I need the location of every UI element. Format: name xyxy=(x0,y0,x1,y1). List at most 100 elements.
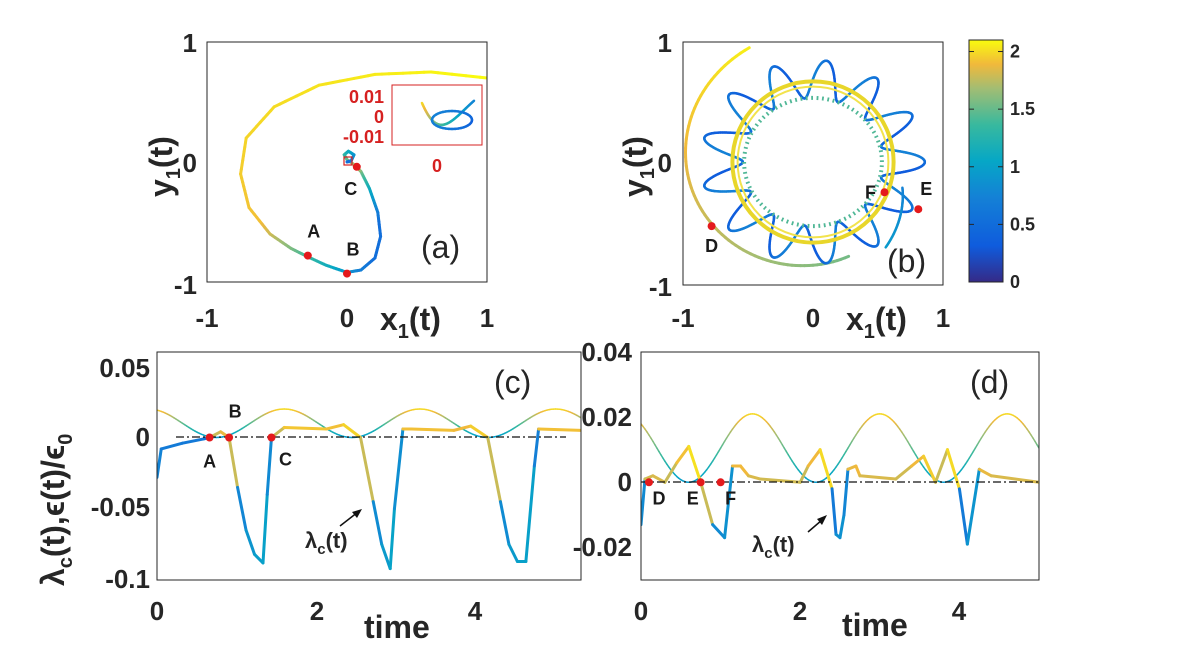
lambda-segment xyxy=(392,427,405,511)
point-label-f: F xyxy=(865,182,876,202)
dashed-ring-segment xyxy=(754,123,759,127)
lambda-segment xyxy=(409,427,456,432)
dashed-ring-segment xyxy=(780,217,785,222)
lambda-segment xyxy=(934,448,949,484)
lambda-segment xyxy=(498,500,511,546)
ytick-b-1: 0 xyxy=(658,148,672,178)
dashed-ring-segment xyxy=(791,221,794,226)
point-label-c: C xyxy=(279,450,292,470)
ylabel-c: λc(t),ϵ(t)/ϵ0 xyxy=(35,434,77,586)
lambda-segment xyxy=(325,423,346,431)
lambda-segment xyxy=(977,467,993,478)
lambda-segment xyxy=(711,523,727,540)
dashed-ring-segment xyxy=(866,121,871,126)
inset-trajectory xyxy=(420,99,476,131)
inset-xtick-0: 0 xyxy=(432,156,442,176)
point-label-a: A xyxy=(203,452,216,472)
point-label-d: D xyxy=(705,236,718,256)
lambda-segment xyxy=(854,464,862,478)
ytick-d-1: 0.02 xyxy=(581,402,632,432)
lambda-segment xyxy=(537,427,581,432)
xtick-a-0: -1 xyxy=(195,303,218,333)
limit-cycle xyxy=(730,79,896,245)
xtick-d-2: 4 xyxy=(952,596,967,626)
lambda-segment xyxy=(342,423,363,439)
lambda-segment xyxy=(227,436,240,489)
panel-b: D E F -1 0 1 -1 0 1 x1(t) y1(t) (b) 2 1.5 1 0… xyxy=(617,28,1035,343)
curves-c xyxy=(157,408,581,571)
dashed-ring-segment xyxy=(759,202,764,207)
xtick-b-2: 1 xyxy=(936,303,950,333)
lambda-segment xyxy=(380,542,392,571)
inset-marker xyxy=(343,156,353,166)
dashed-ring-segment xyxy=(745,141,750,145)
xtick-a-1: 0 xyxy=(340,303,354,333)
inset-ytick-0: 0.01 xyxy=(349,87,384,107)
annotation-c: λc(t) xyxy=(305,528,348,558)
annotation-arrowhead-d xyxy=(817,515,827,525)
dashed-ring-segment xyxy=(762,205,767,211)
dashed-ring-segment xyxy=(784,100,788,106)
xlabel-a: x1(t) xyxy=(380,301,441,343)
lambda-segment xyxy=(842,467,850,517)
lambda-segment xyxy=(838,513,846,540)
dashed-ring-segment xyxy=(874,184,880,188)
dashed-ring-segment xyxy=(769,108,774,113)
dashed-ring-segment xyxy=(746,136,752,140)
lambda-segment xyxy=(261,493,269,565)
point-label-d: D xyxy=(652,488,665,508)
lambda-segment xyxy=(818,448,834,491)
lambda-segment xyxy=(359,436,375,504)
points-a: A B C xyxy=(303,162,361,278)
inset-ytick-1: 0 xyxy=(374,107,384,127)
lambda-segment xyxy=(157,447,163,479)
dashed-ring-segment xyxy=(836,100,841,105)
point-c xyxy=(352,162,361,171)
point-f xyxy=(716,478,725,487)
ytick-d-0: 0.04 xyxy=(581,337,632,367)
ytick-b-0: -1 xyxy=(649,272,672,302)
lambda-segment xyxy=(858,474,898,481)
annotation-arrowhead-c xyxy=(352,509,362,518)
axes-box-a xyxy=(206,41,488,283)
dashed-ring-segment xyxy=(869,125,874,130)
lambda-segment xyxy=(687,444,703,484)
lambda-segment xyxy=(486,436,502,504)
xlabel-d: time xyxy=(842,607,908,643)
lambda-segment xyxy=(388,507,396,571)
dashed-ring-segment xyxy=(789,99,793,104)
dashed-ring-segment xyxy=(771,212,776,217)
dashed-ring-segment xyxy=(841,102,846,107)
dashed-ring-segment xyxy=(779,103,783,108)
point-label-a: A xyxy=(307,222,320,242)
point-label-f: F xyxy=(725,488,736,508)
point-label-e: E xyxy=(920,179,932,199)
dashed-ring-segment xyxy=(871,130,877,134)
lambda-segment xyxy=(641,477,647,527)
point-d xyxy=(644,478,653,487)
point-label-b: B xyxy=(229,402,242,422)
point-a xyxy=(205,433,214,442)
lambda-segment xyxy=(910,454,926,468)
ytick-a-1: 0 xyxy=(183,148,197,178)
lambda-segment xyxy=(507,542,519,563)
ytick-d-2: 0 xyxy=(618,467,632,497)
lambda-segment xyxy=(282,426,329,431)
ytick-c-2: -0.05 xyxy=(91,492,150,522)
dashed-ring-segment xyxy=(843,216,847,221)
lambda-segment xyxy=(739,464,750,478)
dashed-ring-segment xyxy=(832,98,835,103)
ytick-a-2: 1 xyxy=(183,28,197,58)
dashed-ring-segment xyxy=(761,115,766,120)
lambda-segment xyxy=(798,464,810,484)
dashed-ring-segment xyxy=(749,131,754,136)
inner-dashed-ring xyxy=(742,95,884,229)
curves-d xyxy=(641,413,1039,546)
lambda-segment xyxy=(989,474,1039,484)
lambda-segment xyxy=(957,487,969,546)
colorbar-tick-label: 0.5 xyxy=(1010,214,1035,234)
lambda-segment xyxy=(452,424,473,432)
point-label-b: B xyxy=(347,240,360,260)
ytick-c-1: 0 xyxy=(136,422,150,452)
